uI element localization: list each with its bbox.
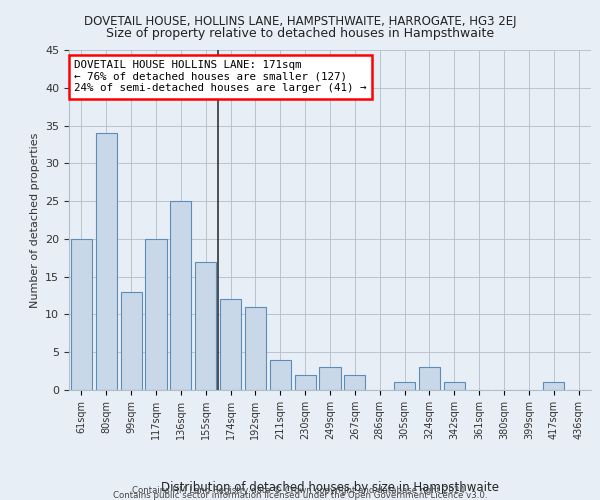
Bar	[170, 201, 191, 390]
X-axis label: Distribution of detached houses by size in Hampsthwaite: Distribution of detached houses by size …	[161, 481, 499, 494]
Text: DOVETAIL HOUSE HOLLINS LANE: 171sqm
← 76% of detached houses are smaller (127)
2: DOVETAIL HOUSE HOLLINS LANE: 171sqm ← 76…	[74, 60, 367, 94]
Bar	[145, 239, 167, 390]
Bar	[270, 360, 291, 390]
Bar	[419, 368, 440, 390]
Bar	[543, 382, 564, 390]
Text: Contains HM Land Registry data © Crown copyright and database right 2024.: Contains HM Land Registry data © Crown c…	[132, 486, 468, 495]
Bar	[394, 382, 415, 390]
Bar	[344, 375, 365, 390]
Text: Contains public sector information licensed under the Open Government Licence v3: Contains public sector information licen…	[113, 491, 487, 500]
Y-axis label: Number of detached properties: Number of detached properties	[29, 132, 40, 308]
Bar	[195, 262, 216, 390]
Bar	[245, 307, 266, 390]
Bar	[295, 375, 316, 390]
Text: DOVETAIL HOUSE, HOLLINS LANE, HAMPSTHWAITE, HARROGATE, HG3 2EJ: DOVETAIL HOUSE, HOLLINS LANE, HAMPSTHWAI…	[84, 15, 516, 28]
Bar	[121, 292, 142, 390]
Bar	[444, 382, 465, 390]
Bar	[220, 300, 241, 390]
Bar	[71, 239, 92, 390]
Bar	[96, 133, 117, 390]
Bar	[319, 368, 341, 390]
Text: Size of property relative to detached houses in Hampsthwaite: Size of property relative to detached ho…	[106, 28, 494, 40]
